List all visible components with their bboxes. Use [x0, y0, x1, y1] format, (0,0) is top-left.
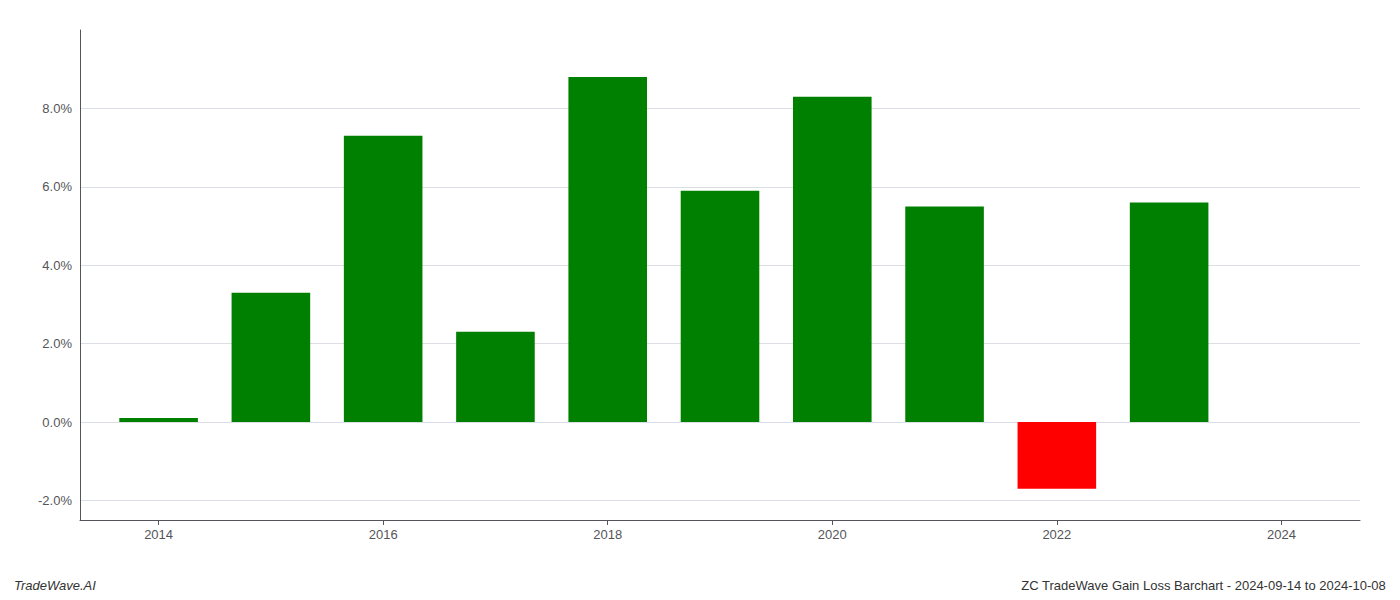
- svg-text:2016: 2016: [369, 527, 398, 542]
- svg-text:2024: 2024: [1267, 527, 1296, 542]
- svg-text:4.0%: 4.0%: [42, 258, 72, 273]
- svg-text:0.0%: 0.0%: [42, 415, 72, 430]
- svg-text:-2.0%: -2.0%: [38, 493, 72, 508]
- svg-text:2014: 2014: [144, 527, 173, 542]
- svg-text:ZC TradeWave Gain Loss Barchar: ZC TradeWave Gain Loss Barchart - 2024-0…: [1021, 578, 1385, 593]
- svg-text:2018: 2018: [593, 527, 622, 542]
- svg-text:2020: 2020: [818, 527, 847, 542]
- svg-text:6.0%: 6.0%: [42, 179, 72, 194]
- svg-text:TradeWave.AI: TradeWave.AI: [14, 578, 96, 593]
- svg-text:2.0%: 2.0%: [42, 336, 72, 351]
- svg-text:2022: 2022: [1042, 527, 1071, 542]
- svg-text:8.0%: 8.0%: [42, 101, 72, 116]
